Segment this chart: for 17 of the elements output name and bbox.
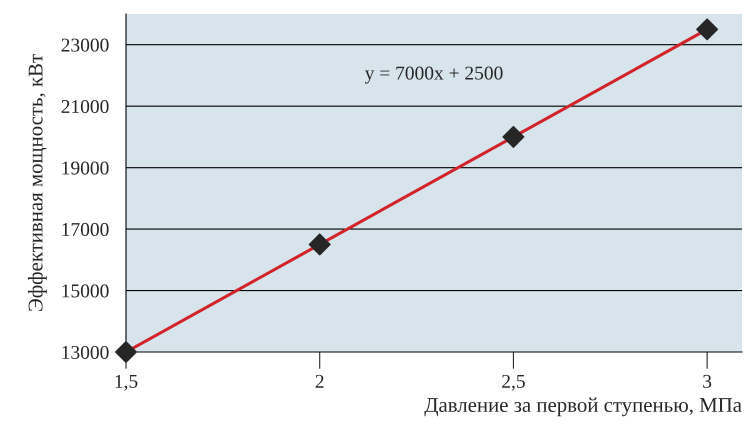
x-tick-label: 2: [316, 374, 324, 388]
point: [115, 341, 137, 363]
x-tick-label: 2,5: [502, 374, 525, 391]
point: [696, 18, 718, 40]
point: [308, 233, 331, 256]
x-tick-label: 1,5: [116, 374, 138, 391]
y-tick-label: 21000: [62, 100, 109, 114]
y-tick-label: 17000: [62, 222, 109, 236]
y-tick-label: 13000: [62, 346, 109, 359]
y-axis-title: Эффективная мощность, кВт: [28, 54, 47, 311]
annotation: y = 7000x + 2500: [364, 66, 503, 84]
y-tick-label: 23000: [62, 38, 109, 52]
point: [502, 126, 524, 148]
x-axis-title: Давление за первой ступенью, МПа: [424, 398, 742, 416]
x-tick-label: 3: [703, 374, 712, 388]
y-tick-label: 19000: [62, 161, 109, 175]
y-tick-label: 15000: [62, 284, 109, 298]
